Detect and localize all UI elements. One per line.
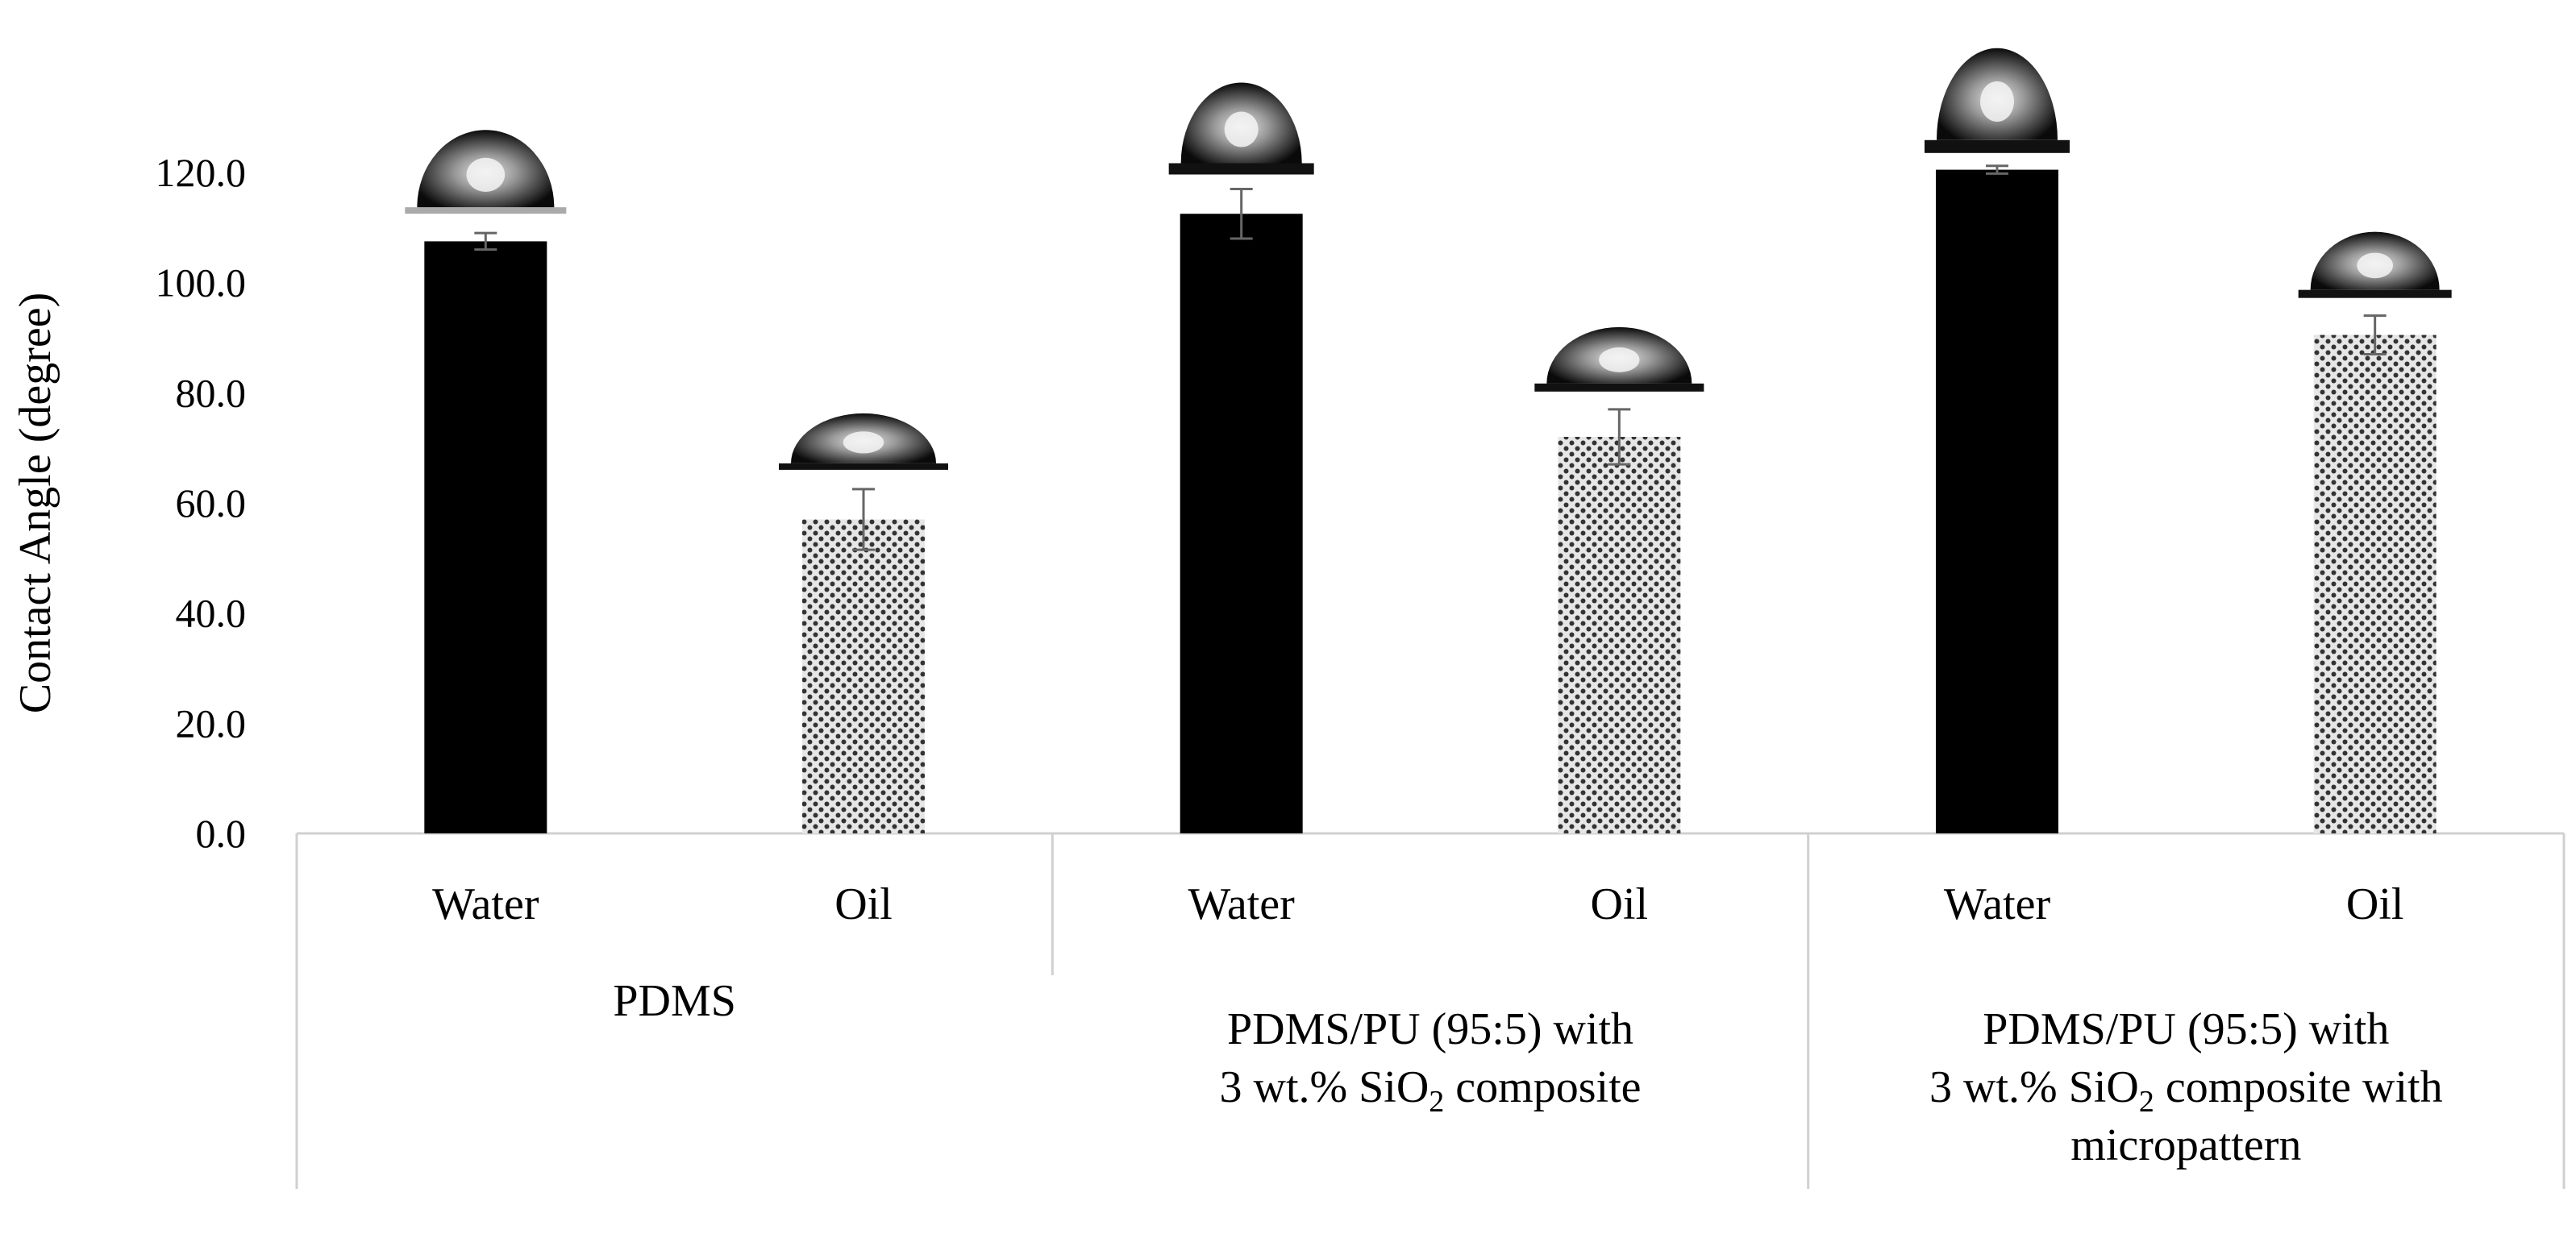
group-label: 3 wt.% SiO2 composite with bbox=[1929, 1062, 2443, 1119]
droplet-substrate bbox=[1534, 383, 1704, 392]
group-label-part: micropattern bbox=[2070, 1120, 2301, 1170]
group-label-part: 2 bbox=[2139, 1085, 2154, 1119]
bar bbox=[1558, 437, 1681, 833]
group-label: micropattern bbox=[2070, 1120, 2301, 1170]
group-label-part: PDMS/PU (95:5) with bbox=[1983, 1004, 2389, 1054]
x-tick-label: Oil bbox=[834, 879, 893, 929]
group-label: PDMS/PU (95:5) with bbox=[1983, 1004, 2389, 1054]
y-tick-label: 80.0 bbox=[176, 370, 247, 415]
droplet-images bbox=[405, 48, 2452, 470]
group-label-part: 3 wt.% SiO bbox=[1929, 1062, 2139, 1112]
bar bbox=[424, 241, 547, 834]
droplet-highlight bbox=[466, 157, 506, 192]
y-tick-label: 100.0 bbox=[156, 260, 247, 305]
group-label: PDMS/PU (95:5) with bbox=[1227, 1004, 1633, 1054]
axes bbox=[295, 832, 2566, 1189]
bar bbox=[2313, 334, 2437, 833]
group-label-part: 3 wt.% SiO bbox=[1220, 1062, 1429, 1112]
x-tick-label: Oil bbox=[2346, 879, 2404, 929]
droplet-highlight bbox=[1980, 81, 2014, 122]
droplet-substrate bbox=[1925, 139, 2070, 153]
y-tick-label: 0.0 bbox=[196, 811, 247, 856]
bars bbox=[424, 164, 2437, 834]
bar bbox=[802, 519, 925, 833]
x-tick-label: Oil bbox=[1591, 879, 1649, 929]
y-tick-label: 40.0 bbox=[176, 591, 247, 636]
bar bbox=[1936, 169, 2058, 834]
group-label-part: composite with bbox=[2154, 1062, 2443, 1112]
group-label-part: 2 bbox=[1429, 1085, 1444, 1119]
droplet-substrate bbox=[779, 463, 948, 470]
x-tick-label: Water bbox=[1188, 879, 1296, 929]
droplet-highlight bbox=[843, 431, 884, 454]
labels: 0.0 20.0 40.0 60.0 80.0 100.0 120.0 Contact Ang… bbox=[10, 150, 2443, 1170]
group-label-part: PDMS/PU (95:5) with bbox=[1227, 1004, 1633, 1054]
droplet-highlight bbox=[1224, 111, 1259, 147]
y-tick-label: 60.0 bbox=[176, 480, 247, 526]
droplet-substrate bbox=[2298, 289, 2452, 298]
droplet-highlight bbox=[2357, 252, 2394, 279]
bar bbox=[1180, 214, 1303, 833]
group-label-part: PDMS bbox=[613, 976, 736, 1026]
y-axis-label: Contact Angle (degree) bbox=[10, 293, 60, 713]
group-label: 3 wt.% SiO2 composite bbox=[1220, 1062, 1642, 1119]
x-tick-label: Water bbox=[432, 879, 539, 929]
droplet-substrate bbox=[1168, 163, 1314, 175]
y-tick-label: 20.0 bbox=[176, 700, 247, 746]
y-tick-label: 120.0 bbox=[156, 150, 247, 195]
x-tick-label: Water bbox=[1944, 879, 2051, 929]
droplet-substrate bbox=[405, 207, 567, 214]
group-label-part: composite bbox=[1444, 1062, 1641, 1112]
droplet-highlight bbox=[1599, 347, 1640, 372]
group-label: PDMS bbox=[613, 976, 736, 1026]
